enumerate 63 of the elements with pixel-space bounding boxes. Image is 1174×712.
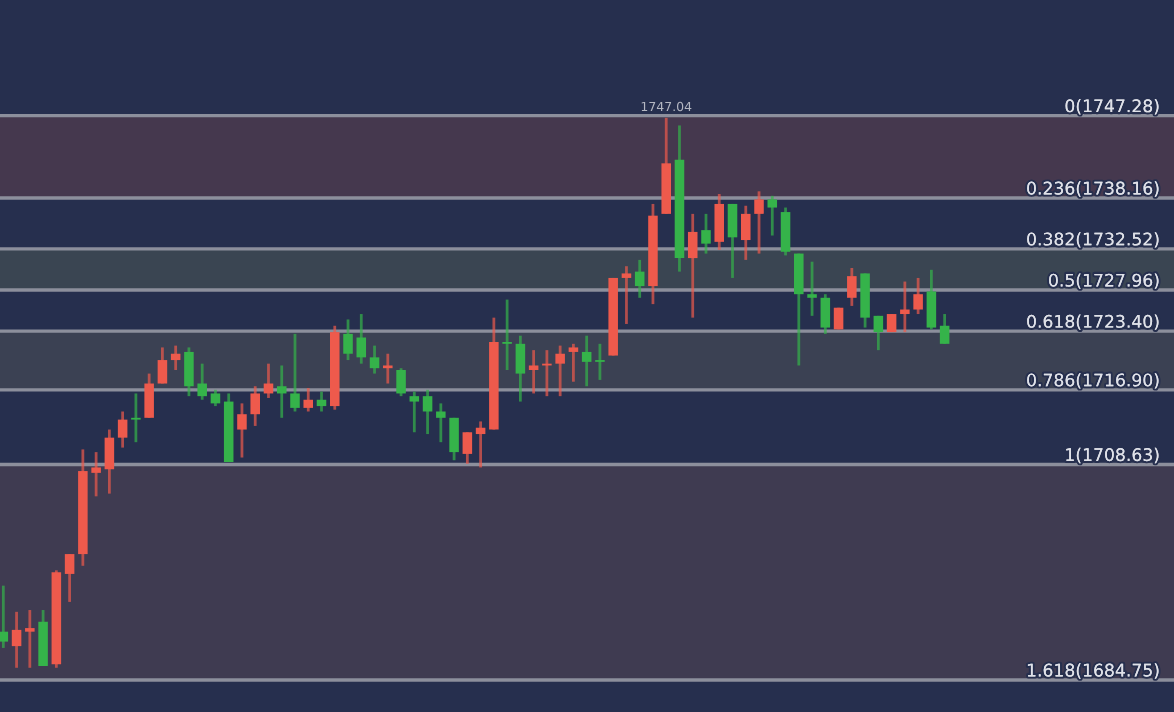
candlestick [634, 258, 645, 300]
ref-line-label: 1.618(1684.75) [1027, 663, 1159, 679]
candlestick [422, 388, 433, 436]
candlestick [754, 189, 764, 255]
candlestick [25, 608, 35, 670]
candlestick [727, 202, 738, 280]
candlestick [555, 344, 565, 398]
candlestick [568, 342, 579, 384]
candlestick [237, 401, 247, 459]
candlestick [436, 401, 446, 444]
candlestick [780, 206, 791, 257]
candlestick [409, 390, 420, 434]
candlestick [926, 268, 937, 331]
candlestick [0, 584, 9, 650]
candlestick [860, 272, 870, 329]
candlestick [64, 552, 75, 604]
candlestick [462, 430, 473, 466]
candlestick [687, 212, 698, 320]
candlestick [939, 312, 950, 346]
candlestick [475, 420, 486, 469]
candlestick [807, 260, 817, 318]
candlestick [369, 344, 380, 375]
ref-line-label: 0.618(1723.40) [1027, 314, 1159, 330]
candlestick [343, 318, 353, 362]
candlestick [170, 344, 181, 372]
candlestick [303, 386, 314, 413]
candlestick [767, 194, 778, 237]
ref-line-label: 0.236(1738.16) [1027, 181, 1159, 197]
candlestick [740, 204, 751, 262]
candlestick [104, 428, 115, 496]
ref-line-label: 0.5(1727.96) [1049, 273, 1159, 289]
candlestick [701, 212, 711, 255]
candlestick [873, 314, 884, 352]
candlestick [144, 372, 154, 420]
candlestick [396, 366, 406, 398]
candlestick [117, 410, 128, 449]
ref-line-label: 1(1708.63) [1066, 447, 1159, 464]
candlestick [820, 292, 831, 336]
candlestick [449, 416, 459, 462]
candlestick [250, 384, 260, 428]
candlestick [502, 298, 512, 372]
candlestick [276, 364, 287, 420]
candlestick [847, 266, 857, 308]
candlestick [11, 610, 22, 670]
candlestick [131, 392, 141, 444]
candlestick [581, 334, 592, 388]
candlestick [356, 312, 367, 366]
candlestick [515, 334, 526, 403]
ref-line-label: 0.786(1716.90) [1027, 373, 1159, 389]
candlestick [290, 332, 300, 413]
candlestick [316, 390, 327, 413]
candlestick [714, 192, 725, 252]
candlestick [621, 264, 632, 326]
ref-line-label: 0(1747.28) [1065, 99, 1159, 115]
candlestick [913, 276, 923, 316]
candlestick [38, 608, 48, 668]
candlestick [794, 252, 804, 367]
candlestick [900, 280, 910, 334]
ref-line-label: 0.382(1732.52) [1027, 232, 1159, 248]
candlestick [157, 346, 168, 385]
candlestick [528, 348, 539, 395]
candlestick [595, 342, 605, 382]
candlestick [383, 352, 393, 385]
